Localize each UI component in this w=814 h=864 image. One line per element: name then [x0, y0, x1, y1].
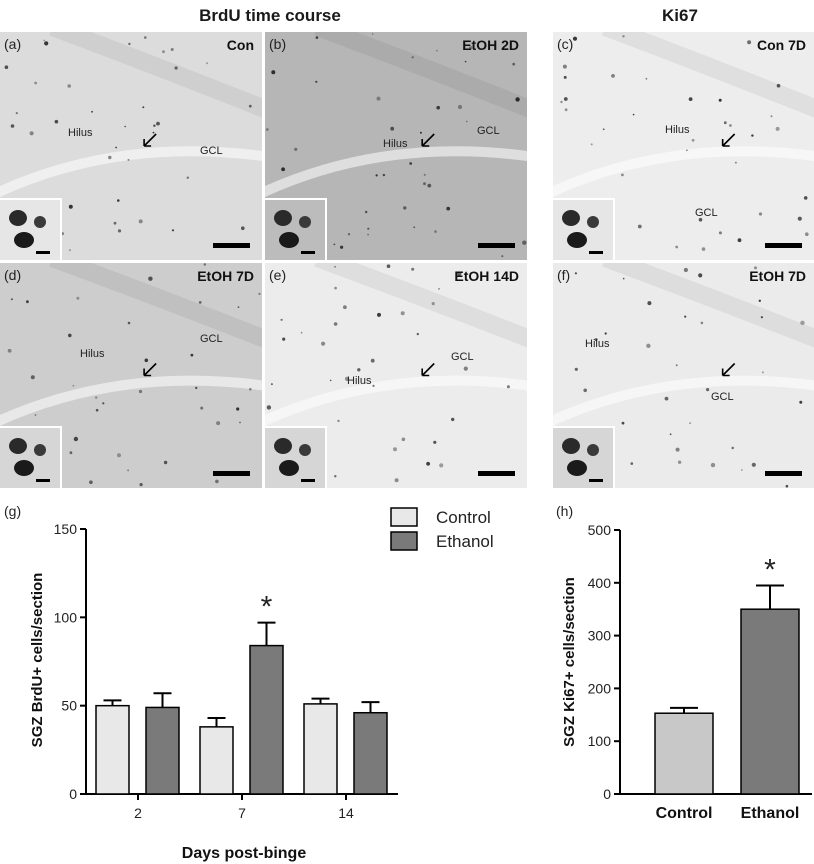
arrow-icon [421, 133, 435, 147]
region-label-gcl: GCL [477, 125, 500, 137]
bar-control [654, 712, 714, 795]
bar-control [199, 726, 234, 795]
inset-scale-bar [301, 479, 315, 482]
bar-ethanol [353, 711, 388, 795]
tissue-texture [265, 32, 527, 258]
bar-ethanol [249, 644, 284, 795]
high-magnification-inset [0, 198, 62, 260]
panel-title: EtOH 14D [454, 268, 519, 284]
arrow-icon [421, 362, 435, 377]
y-tick-label: 0 [69, 786, 77, 802]
panel-title: Con [226, 37, 254, 53]
y-tick-label: 0 [603, 786, 611, 802]
panel-label: (d) [4, 267, 22, 283]
scale-bar [478, 471, 515, 476]
micrograph-panel-e: (e) EtOH 14D Hilus GCL [265, 263, 527, 488]
inset-scale-bar [589, 479, 603, 482]
tissue-texture [553, 263, 814, 488]
bar-control [303, 703, 338, 795]
tissue-texture [265, 263, 527, 483]
y-tick-label: 200 [588, 680, 612, 696]
y-tick-label: 100 [588, 733, 612, 749]
inset-scale-bar [589, 251, 603, 254]
legend-label: Ethanol [436, 532, 494, 551]
bar-ethanol [145, 706, 180, 795]
panel-label: (c) [557, 36, 574, 52]
x-tick-label: 2 [134, 805, 142, 821]
scale-bar [213, 243, 250, 248]
x-tick-label: Control [656, 805, 713, 822]
region-label-hilus: Hilus [347, 375, 372, 387]
x-tick-label: Ethanol [741, 805, 800, 822]
tissue-texture [0, 263, 262, 487]
high-magnification-inset [265, 198, 327, 260]
panel-label: (e) [269, 267, 287, 283]
region-label-hilus: Hilus [80, 348, 105, 360]
bar-control [95, 704, 130, 795]
significance-marker: * [764, 553, 776, 586]
scale-bar [765, 243, 802, 248]
panel-label: (f) [557, 267, 571, 283]
micrograph-panel-d: (d) EtOH 7D Hilus GCL [0, 263, 262, 488]
bar-ethanol [740, 608, 800, 795]
ki67-column-header: Ki67 [662, 6, 698, 25]
significance-marker: * [261, 591, 273, 624]
region-label-gcl: GCL [711, 391, 734, 403]
arrow-icon [143, 133, 157, 147]
brdu-column-header: BrdU time course [199, 6, 341, 25]
region-label-hilus: Hilus [68, 127, 93, 139]
scale-bar [478, 243, 515, 248]
inset-scale-bar [36, 251, 50, 254]
y-tick-label: 400 [588, 575, 612, 591]
micrograph-panel-c: (c) Con 7D Hilus GCL [553, 32, 814, 260]
panel-label: (h) [556, 503, 573, 519]
inset-scale-bar [301, 251, 315, 254]
y-axis-label: SGZ BrdU+ cells/section [29, 573, 46, 748]
panel-label: (a) [4, 36, 22, 52]
y-tick-label: 50 [61, 698, 77, 714]
legend-swatch [390, 531, 418, 551]
arrow-icon [721, 133, 736, 147]
region-label-gcl: GCL [200, 145, 223, 157]
y-tick-label: 300 [588, 628, 612, 644]
y-axis-label: SGZ Ki67+ cells/section [561, 577, 578, 747]
x-tick-label: 7 [238, 805, 246, 821]
y-tick-label: 500 [588, 522, 612, 538]
tissue-texture [553, 32, 814, 251]
x-tick-label: 14 [338, 805, 354, 821]
micrograph-panel-a: (a) Con Hilus GCL [0, 32, 262, 260]
panel-title: Con 7D [757, 37, 806, 53]
legend-label: Control [436, 508, 491, 527]
region-label-gcl: GCL [695, 207, 718, 219]
micrograph-panel-f: (f) EtOH 7D Hilus GCL [553, 263, 814, 488]
high-magnification-inset [553, 198, 615, 260]
region-label-gcl: GCL [451, 351, 474, 363]
panel-label: (g) [4, 503, 21, 519]
high-magnification-inset [0, 426, 62, 488]
panel-title: EtOH 7D [749, 268, 806, 284]
arrow-icon [721, 362, 736, 377]
y-tick-label: 150 [54, 521, 78, 537]
high-magnification-inset [553, 426, 615, 488]
panel-title: EtOH 7D [197, 268, 254, 284]
legend-swatch [390, 507, 418, 527]
scale-bar [213, 471, 250, 476]
high-magnification-inset [265, 426, 327, 488]
x-axis-label: Days post-binge [182, 845, 307, 862]
region-label-hilus: Hilus [665, 124, 690, 136]
inset-scale-bar [36, 479, 50, 482]
panel-label: (b) [269, 36, 287, 52]
region-label-hilus: Hilus [585, 338, 610, 350]
region-label-gcl: GCL [200, 333, 223, 345]
panel-title: EtOH 2D [462, 37, 519, 53]
micrograph-panel-b: (b) EtOH 2D Hilus GCL [265, 32, 527, 260]
arrow-icon [143, 362, 157, 377]
y-tick-label: 100 [54, 609, 78, 625]
scale-bar [765, 471, 802, 476]
region-label-hilus: Hilus [383, 138, 408, 150]
